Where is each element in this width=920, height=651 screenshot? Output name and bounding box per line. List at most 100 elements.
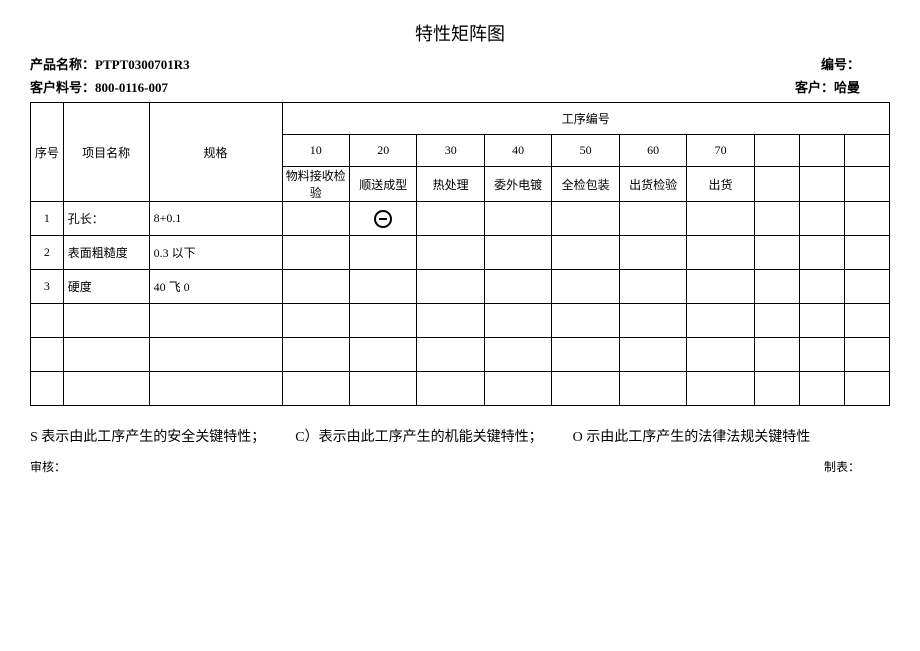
blank-cell (282, 338, 349, 372)
blank-cell (282, 304, 349, 338)
col-header-spec: 规格 (149, 103, 282, 202)
spec-cell: 40 飞 0 (149, 270, 282, 304)
process-num-cell: 60 (619, 135, 686, 167)
table-row-blank (31, 372, 890, 406)
blank-cell (417, 304, 484, 338)
process-num-cell: 20 (349, 135, 416, 167)
table-row: 1孔长：8+0.1 (31, 202, 890, 236)
mark-cell (349, 236, 416, 270)
mark-cell (417, 270, 484, 304)
blank-header-cell (844, 135, 889, 167)
blank-cell (417, 372, 484, 406)
spec-cell: 0.3 以下 (149, 236, 282, 270)
blank-cell (484, 304, 551, 338)
blank-cell (687, 338, 754, 372)
col-header-item: 项目名称 (63, 103, 149, 202)
mark-cell (619, 202, 686, 236)
blank-cell (417, 338, 484, 372)
mark-cell (552, 236, 619, 270)
mark-cell (484, 202, 551, 236)
blank-cell (31, 338, 64, 372)
mark-cell (282, 202, 349, 236)
blank-cell (799, 202, 844, 236)
process-name-cell: 物料接收检验 (282, 167, 349, 202)
blank-header-cell (754, 167, 799, 202)
seq-cell: 3 (31, 270, 64, 304)
legend: S 表示由此工序产生的安全关键特性； C）表示由此工序产生的机能关键特性； O … (30, 426, 890, 446)
blank-cell (619, 338, 686, 372)
blank-cell (349, 372, 416, 406)
blank-header-cell (754, 135, 799, 167)
mark-cell (282, 236, 349, 270)
blank-cell (754, 338, 799, 372)
process-name-cell: 出货 (687, 167, 754, 202)
mark-cell (417, 236, 484, 270)
mark-cell (484, 270, 551, 304)
mark-cell (552, 202, 619, 236)
item-cell: 硬度 (63, 270, 149, 304)
blank-header-cell (799, 135, 844, 167)
process-name-cell: 顺送成型 (349, 167, 416, 202)
product-name-label: 产品名称： (30, 57, 95, 72)
blank-cell (754, 270, 799, 304)
header-row-1: 产品名称：PTPT0300701R3 编号： (30, 54, 890, 73)
process-num-cell: 50 (552, 135, 619, 167)
preparer-field: 制表： (824, 458, 860, 475)
col-header-seq: 序号 (31, 103, 64, 202)
blank-cell (799, 236, 844, 270)
process-name-cell: 出货检验 (619, 167, 686, 202)
legend-c: C）表示由此工序产生的机能关键特性； (295, 426, 542, 446)
customer-part-value: 800-0116-007 (95, 80, 168, 95)
blank-cell (844, 372, 889, 406)
blank-cell (63, 372, 149, 406)
customer-value: 哈曼 (834, 80, 860, 95)
blank-cell (552, 304, 619, 338)
table-row-blank (31, 338, 890, 372)
legend-s: S 表示由此工序产生的安全关键特性； (30, 426, 265, 446)
blank-cell (31, 372, 64, 406)
blank-cell (754, 304, 799, 338)
process-name-cell: 全检包装 (552, 167, 619, 202)
table-header: 序号 项目名称 规格 工序编号 10203040506070 物料接收检验顺送成… (31, 103, 890, 202)
matrix-table: 序号 项目名称 规格 工序编号 10203040506070 物料接收检验顺送成… (30, 102, 890, 406)
legend-o: O 示由此工序产生的法律法规关键特性 (573, 426, 811, 446)
blank-cell (349, 338, 416, 372)
seq-cell: 1 (31, 202, 64, 236)
spec-cell: 8+0.1 (149, 202, 282, 236)
mark-cell (619, 236, 686, 270)
reviewer-field: 审核： (30, 458, 66, 475)
blank-cell (799, 338, 844, 372)
blank-cell (799, 304, 844, 338)
code-field: 编号： (821, 54, 860, 73)
blank-cell (799, 270, 844, 304)
code-label: 编号： (821, 57, 860, 72)
header-row-2: 客户料号：800-0116-007 客户：哈曼 (30, 77, 890, 96)
blank-cell (844, 202, 889, 236)
process-num-cell: 30 (417, 135, 484, 167)
document-title: 特性矩阵图 (30, 20, 890, 46)
circle-mark-icon (374, 210, 392, 228)
product-name-value: PTPT0300701R3 (95, 57, 190, 72)
customer-part-label: 客户料号： (30, 80, 95, 95)
blank-cell (149, 338, 282, 372)
blank-cell (844, 270, 889, 304)
customer-field: 客户：哈曼 (795, 77, 860, 96)
customer-part-field: 客户料号：800-0116-007 (30, 77, 168, 96)
mark-cell (282, 270, 349, 304)
blank-cell (484, 372, 551, 406)
blank-cell (149, 372, 282, 406)
blank-cell (349, 304, 416, 338)
blank-cell (282, 372, 349, 406)
process-num-cell: 10 (282, 135, 349, 167)
blank-cell (149, 304, 282, 338)
blank-cell (31, 304, 64, 338)
col-header-process: 工序编号 (282, 103, 889, 135)
process-name-cell: 热处理 (417, 167, 484, 202)
blank-header-cell (844, 167, 889, 202)
mark-cell (619, 270, 686, 304)
table-row-blank (31, 304, 890, 338)
blank-cell (799, 372, 844, 406)
footer: 审核： 制表： (30, 458, 890, 475)
mark-cell (687, 236, 754, 270)
item-cell: 孔长： (63, 202, 149, 236)
